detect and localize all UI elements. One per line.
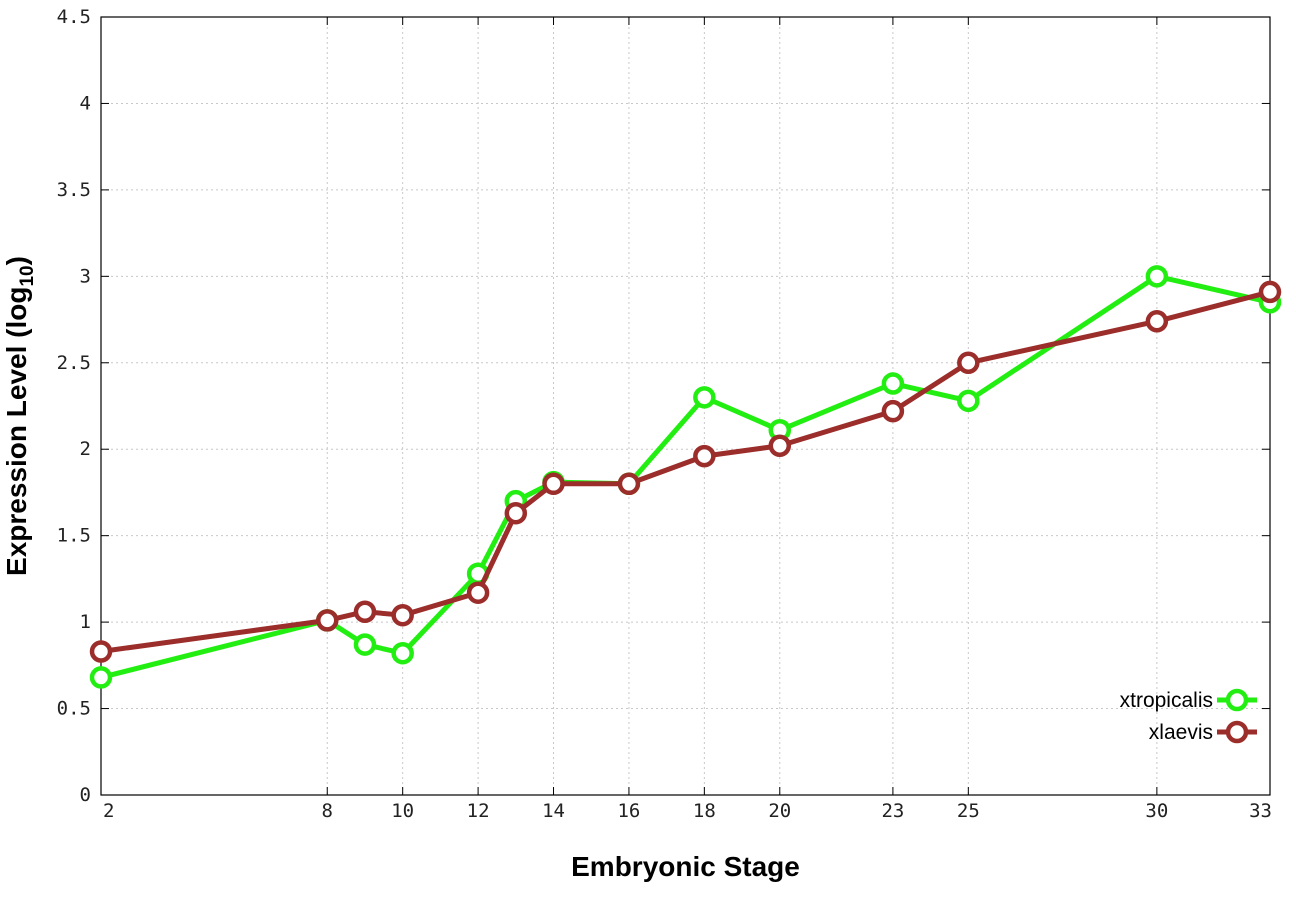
data-point-xlaevis bbox=[504, 501, 528, 525]
y-tick-label: 4.5 bbox=[57, 6, 91, 28]
plot-frame bbox=[100, 16, 1271, 796]
y-tick-label: 0.5 bbox=[57, 698, 91, 720]
y-tick-label: 2 bbox=[80, 438, 91, 460]
x-axis-title-text: Embryonic Stage bbox=[571, 851, 800, 882]
series-layer bbox=[89, 265, 1282, 689]
legend-label: xtropicalis bbox=[1120, 689, 1213, 712]
data-point-xlaevis bbox=[391, 603, 414, 627]
legend-label: xlaevis bbox=[1149, 721, 1213, 744]
x-tick-label: 12 bbox=[467, 800, 490, 822]
data-point-xlaevis bbox=[353, 600, 377, 623]
legend-marker bbox=[1225, 720, 1249, 744]
y-tick-label: 2.5 bbox=[57, 352, 91, 374]
series-xtropicalis bbox=[89, 265, 1282, 689]
y-axis-title: Expression Level (log10) bbox=[1, 256, 38, 576]
data-point-xtropicalis bbox=[881, 372, 905, 395]
legend-item-xlaevis: xlaevis bbox=[1149, 720, 1257, 744]
x-tick-label: 10 bbox=[391, 800, 414, 822]
x-tick-label: 8 bbox=[322, 800, 333, 822]
series-line-xlaevis bbox=[100, 289, 1271, 654]
y-axis-title-main: Expression Level (log bbox=[1, 287, 32, 576]
y-tick-label: 1.5 bbox=[57, 525, 91, 547]
series-xlaevis bbox=[89, 280, 1282, 663]
data-point-xlaevis bbox=[957, 351, 980, 375]
data-point-xlaevis bbox=[89, 640, 113, 663]
y-tick-label: 4 bbox=[80, 92, 91, 114]
data-point-xlaevis bbox=[1258, 280, 1282, 304]
axis-ticks: 0 0.5 1 1.5 2 2.5 3 3.5 4 4.5 2 8 10 12 14 16 18 20 23 25 30… bbox=[57, 6, 1272, 822]
x-tick-label: 33 bbox=[1249, 800, 1272, 822]
y-tick-label: 1 bbox=[80, 611, 91, 633]
legend-marker bbox=[1225, 688, 1249, 712]
data-point-xtropicalis bbox=[89, 666, 113, 689]
legend: xtropicalis xlaevis bbox=[1120, 688, 1257, 744]
legend-item-xtropicalis: xtropicalis bbox=[1120, 688, 1257, 712]
data-point-xlaevis bbox=[617, 472, 641, 496]
grid bbox=[101, 17, 1270, 795]
data-point-xlaevis bbox=[881, 399, 905, 423]
data-point-xtropicalis bbox=[693, 386, 716, 409]
data-point-xtropicalis bbox=[353, 633, 377, 656]
y-tick-label: 3 bbox=[80, 265, 91, 287]
y-tick-label: 0 bbox=[80, 784, 91, 806]
data-point-xlaevis bbox=[693, 444, 716, 468]
y-axis-title-close: ) bbox=[1, 256, 32, 265]
x-tick-label: 16 bbox=[617, 800, 640, 822]
data-point-xtropicalis bbox=[391, 641, 414, 665]
x-axis-title: Embryonic Stage bbox=[571, 851, 800, 882]
x-tick-label: 25 bbox=[957, 800, 980, 822]
x-tick-label: 20 bbox=[768, 800, 791, 822]
data-point-xlaevis bbox=[768, 434, 792, 458]
x-tick-label: 30 bbox=[1145, 800, 1168, 822]
x-tick-label: 18 bbox=[693, 800, 716, 822]
data-point-xtropicalis bbox=[957, 389, 980, 413]
x-tick-label: 14 bbox=[542, 800, 565, 822]
data-point-xtropicalis bbox=[1145, 265, 1169, 288]
data-point-xlaevis bbox=[1145, 310, 1169, 333]
y-axis-title-subscript: 10 bbox=[17, 265, 38, 286]
x-tick-label: 23 bbox=[881, 800, 904, 822]
data-point-xlaevis bbox=[466, 581, 490, 604]
data-point-xlaevis bbox=[542, 472, 565, 496]
y-tick-label: 3.5 bbox=[57, 179, 91, 201]
data-point-xlaevis bbox=[316, 609, 339, 632]
x-tick-label: 2 bbox=[103, 800, 114, 822]
